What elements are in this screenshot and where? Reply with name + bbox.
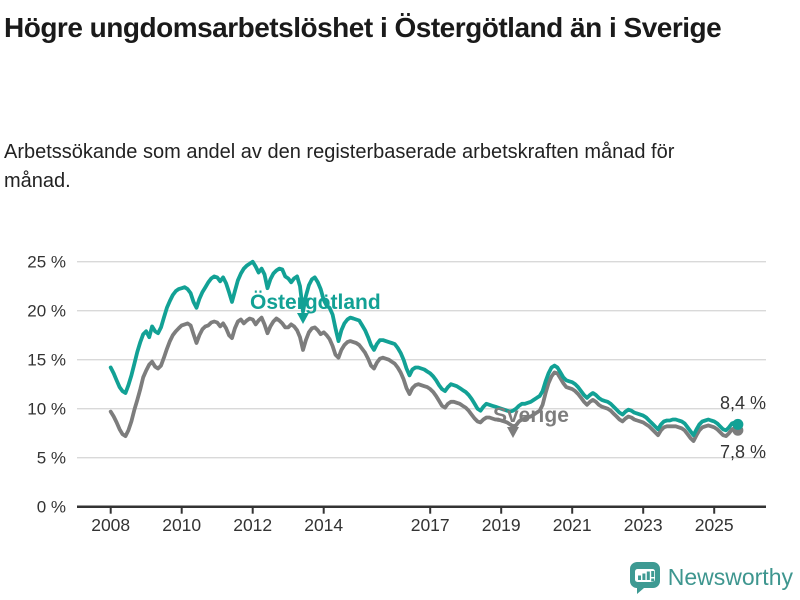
- end-value-label-1: 7,8 %: [720, 442, 766, 462]
- series-label-sverige: Sverige: [493, 404, 569, 427]
- series-line-östergötland: [108, 259, 740, 438]
- chart-title: Högre ungdomsarbetslöshet i Östergötland…: [4, 12, 722, 43]
- series-label-arrow-östergötland: [297, 313, 309, 324]
- end-dot-östergötland: [732, 418, 744, 430]
- x-axis-label: 2008: [91, 515, 130, 535]
- x-axis-label: 2019: [482, 515, 521, 535]
- y-axis-label: 5 %: [37, 449, 66, 468]
- y-axis-label: 15 %: [27, 351, 66, 370]
- x-axis-label: 2014: [304, 515, 343, 535]
- y-axis-label: 25 %: [27, 253, 66, 272]
- newsworthy-logo: Newsworthy: [629, 561, 793, 594]
- x-axis-label: 2021: [553, 515, 592, 535]
- x-axis-label: 2023: [624, 515, 663, 535]
- x-axis-label: 2017: [411, 515, 450, 535]
- brand-name: Newsworthy: [667, 564, 793, 590]
- x-axis-label: 2012: [233, 515, 272, 535]
- x-axis-label: 2025: [695, 515, 734, 535]
- chart-subtitle: Arbetssökande som andel av den registerb…: [4, 141, 675, 192]
- x-axis-label: 2010: [162, 515, 201, 535]
- y-axis-label: 10 %: [27, 400, 66, 419]
- series-label-arrow-sverige: [507, 427, 519, 438]
- y-axis-label: 0 %: [37, 498, 66, 517]
- series-line-sverige: [108, 315, 740, 443]
- series-label-östergötland: Östergötland: [250, 291, 381, 314]
- newsworthy-logo-icon: [629, 562, 660, 594]
- y-axis-label: 20 %: [27, 302, 66, 321]
- end-value-label-0: 8,4 %: [720, 393, 766, 413]
